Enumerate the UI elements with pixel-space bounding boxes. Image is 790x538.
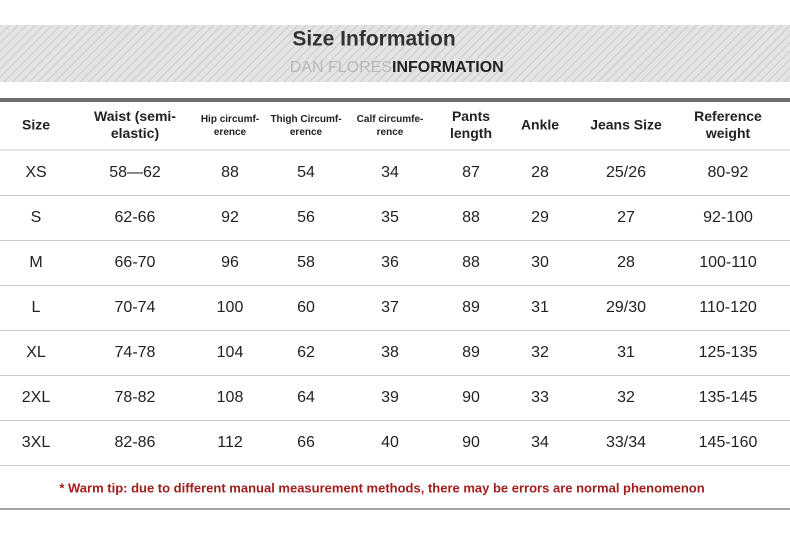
cell: 92	[221, 209, 239, 226]
column-header: Waist (semi-	[94, 108, 176, 124]
cell: 32	[531, 344, 549, 361]
column-header: Jeans Size	[590, 117, 662, 133]
cell: 82-86	[115, 434, 156, 451]
cell: 58	[297, 254, 315, 271]
column-header: Reference	[694, 108, 762, 124]
cell: 25/26	[606, 164, 646, 181]
cell: 89	[462, 299, 480, 316]
cell: 27	[617, 209, 635, 226]
cell: XL	[26, 344, 46, 361]
cell: 108	[217, 389, 244, 406]
cell: 30	[531, 254, 549, 271]
cell: 32	[617, 389, 635, 406]
cell: 110-120	[699, 299, 757, 316]
column-header: Calf circumfe-	[357, 114, 424, 125]
cell: 100-110	[699, 254, 757, 271]
cell: 54	[297, 164, 315, 181]
cell: 135-145	[699, 389, 758, 406]
subtitle-light: DAN FLORES	[290, 59, 392, 76]
cell: 89	[462, 344, 480, 361]
cell: 36	[381, 254, 399, 271]
subtitle-dark: INFORMATION	[392, 59, 504, 76]
cell: 62	[297, 344, 315, 361]
cell: 80-92	[708, 164, 749, 181]
cell: 29/30	[606, 299, 646, 316]
header-band	[0, 25, 790, 82]
cell: XS	[25, 164, 46, 181]
column-header: erence	[290, 127, 323, 138]
column-header: weight	[705, 125, 751, 141]
cell: 28	[617, 254, 635, 271]
cell: L	[32, 299, 41, 316]
cell: 38	[381, 344, 399, 361]
cell: 104	[217, 344, 244, 361]
cell: 34	[531, 434, 549, 451]
column-header: Size	[22, 117, 50, 133]
column-header: elastic)	[111, 125, 159, 141]
cell: 145-160	[699, 434, 758, 451]
cell: 70-74	[115, 299, 156, 316]
cell: 96	[221, 254, 239, 271]
cell: 100	[217, 299, 244, 316]
cell: 34	[381, 164, 399, 181]
column-header: erence	[214, 127, 247, 138]
cell: 90	[462, 434, 480, 451]
column-header: Pants	[452, 108, 490, 124]
top-rule	[0, 98, 790, 102]
column-header: Hip circumf-	[201, 114, 259, 125]
cell: 60	[297, 299, 315, 316]
cell: 28	[531, 164, 549, 181]
cell: 31	[617, 344, 635, 361]
cell: 66	[297, 434, 315, 451]
cell: 74-78	[115, 344, 156, 361]
cell: 29	[531, 209, 549, 226]
cell: 62-66	[115, 209, 156, 226]
cell: 37	[381, 299, 399, 316]
warm-tip: * Warm tip: due to different manual meas…	[59, 480, 704, 495]
cell: 35	[381, 209, 399, 226]
cell: 112	[217, 434, 243, 451]
cell: M	[29, 254, 42, 271]
cell: 125-135	[699, 344, 758, 361]
cell: 66-70	[115, 254, 156, 271]
cell: 33	[531, 389, 549, 406]
cell: 58—62	[109, 164, 161, 181]
column-header: Ankle	[521, 117, 559, 133]
cell: 56	[297, 209, 315, 226]
cell: 92-100	[703, 209, 753, 226]
title: Size Information	[292, 28, 455, 51]
cell: 39	[381, 389, 399, 406]
cell: 40	[381, 434, 399, 451]
cell: 88	[462, 209, 480, 226]
cell: 33/34	[606, 434, 646, 451]
cell: 31	[531, 299, 549, 316]
cell: 3XL	[22, 434, 51, 451]
cell: 78-82	[115, 389, 156, 406]
column-header: rence	[377, 127, 404, 138]
cell: 64	[297, 389, 315, 406]
cell: 2XL	[22, 389, 51, 406]
cell: 88	[462, 254, 480, 271]
cell: 88	[221, 164, 239, 181]
cell: 90	[462, 389, 480, 406]
cell: S	[31, 209, 42, 226]
column-header: Thigh Circumf-	[270, 114, 341, 125]
column-header: length	[450, 125, 492, 141]
cell: 87	[462, 164, 480, 181]
